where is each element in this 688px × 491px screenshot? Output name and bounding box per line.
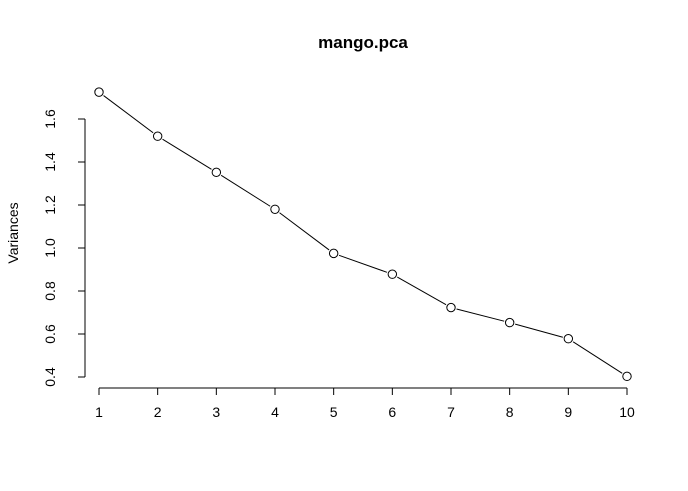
series-line-segment xyxy=(103,95,154,134)
data-point xyxy=(211,167,222,178)
y-tick-label: 1.6 xyxy=(42,109,58,129)
series-line-segment xyxy=(456,308,505,322)
y-tick-label: 0.4 xyxy=(42,367,58,387)
y-axis-label: Variances xyxy=(5,202,21,263)
series-line-segment xyxy=(397,276,447,306)
data-point xyxy=(94,87,104,97)
x-tick-label: 8 xyxy=(506,404,514,420)
y-tick-label: 0.6 xyxy=(42,324,58,344)
x-tick-label: 2 xyxy=(154,404,162,420)
series-line-segment xyxy=(572,341,623,374)
series-line-segment xyxy=(338,254,388,273)
x-tick-label: 10 xyxy=(619,404,635,420)
x-tick-label: 4 xyxy=(271,404,279,420)
x-tick-label: 5 xyxy=(330,404,338,420)
series-line-segment xyxy=(279,212,330,251)
x-tick-label: 1 xyxy=(95,404,103,420)
data-point xyxy=(387,269,398,279)
series-line-segment xyxy=(515,323,563,338)
data-point xyxy=(622,371,632,382)
chart-title: mango.pca xyxy=(318,33,408,52)
data-point xyxy=(563,334,574,344)
y-tick-label: 0.8 xyxy=(42,281,58,301)
y-tick-label: 1.4 xyxy=(42,152,58,172)
series-line-segment xyxy=(162,138,212,170)
data-point xyxy=(152,131,163,141)
x-tick-label: 9 xyxy=(564,404,572,420)
x-tick-label: 7 xyxy=(447,404,455,420)
data-point xyxy=(270,204,280,215)
series-line-segment xyxy=(220,174,271,207)
x-tick-label: 3 xyxy=(212,404,220,420)
data-point xyxy=(328,248,339,259)
x-axis: 1 2 3 4 5 6 7 8 9 10 xyxy=(95,387,635,420)
data-point xyxy=(504,317,515,328)
y-tick-label: 1.2 xyxy=(42,195,58,215)
x-tick-label: 6 xyxy=(388,404,396,420)
data-point xyxy=(446,302,456,313)
plot-series xyxy=(94,87,632,382)
y-axis: 0.4 0.6 0.8 1.0 1.2 1.4 1.6 xyxy=(42,109,86,387)
y-tick-label: 1.0 xyxy=(42,238,58,258)
